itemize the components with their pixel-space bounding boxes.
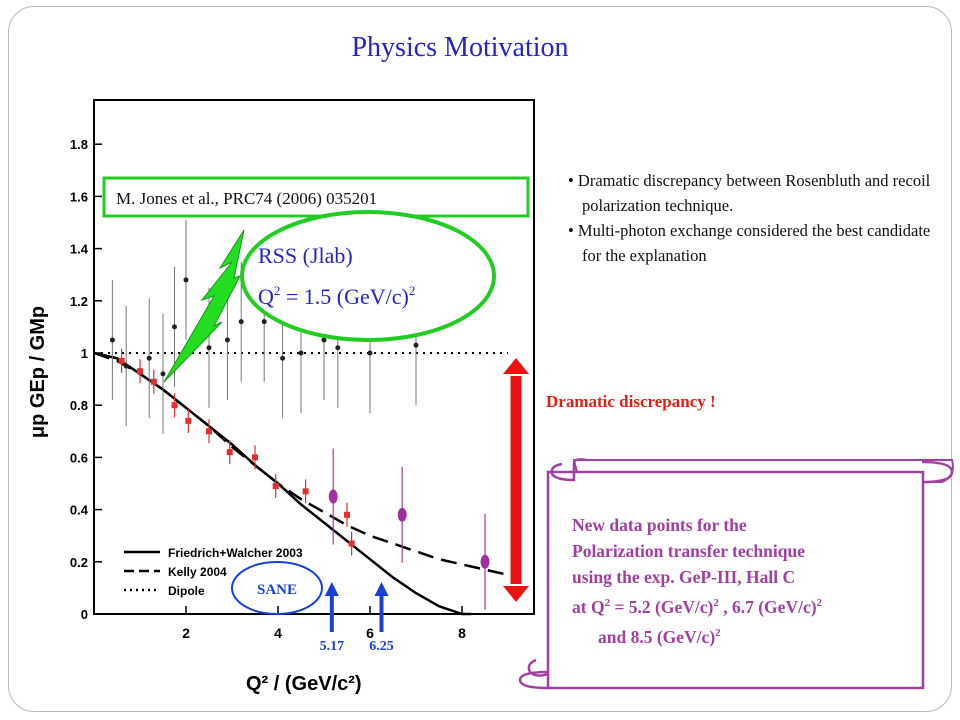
recoil-point	[344, 511, 350, 518]
x-ticks: 2 4 6 8	[182, 606, 466, 641]
recoil-point	[137, 368, 143, 375]
discrepancy-arrow	[503, 358, 529, 602]
y-tick-label: 0	[81, 607, 88, 622]
scroll-text: New data points for the Polarization tra…	[572, 512, 912, 650]
scroll-line: using the exp. GeP-III, Hall C	[572, 567, 796, 587]
sane-label: SANE	[257, 582, 297, 598]
lightning-bolt-icon	[163, 229, 245, 383]
recoil-point	[302, 488, 309, 495]
rosenbluth-point	[224, 337, 230, 343]
legend-fw: Friedrich+Walcher 2003	[168, 546, 303, 560]
projected-point	[328, 489, 338, 504]
y-tick-label: 1	[81, 346, 88, 361]
x-tick-label: 6	[366, 625, 374, 641]
recoil-point	[185, 417, 192, 424]
reference-text: M. Jones et al., PRC74 (2006) 035201	[116, 189, 377, 208]
slide-frame	[8, 6, 952, 712]
rosenbluth-point	[261, 319, 267, 325]
sane-value-label: 6.25	[369, 639, 394, 654]
x-tick-label: 8	[458, 625, 466, 641]
plot-frame	[93, 99, 535, 615]
chart-legend: Friedrich+Walcher 2003 Kelly 2004 Dipole	[124, 546, 303, 598]
y-tick-label: 1.2	[70, 294, 88, 309]
y-tick-label: 0.2	[70, 555, 88, 570]
rosenbluth-point	[172, 324, 177, 330]
y-tick-label: 0.4	[70, 503, 89, 518]
bullet-item: • Multi-photon exchange considered the b…	[568, 221, 931, 265]
recoil-point	[272, 483, 279, 490]
rosenbluth-point	[160, 371, 166, 377]
scroll-line: at Q2 = 5.2 (GeV/c)2 , 6.7 (GeV/c)2	[572, 596, 823, 617]
projected-point	[480, 554, 490, 569]
rosenbluth-point	[206, 345, 212, 351]
x-axis-label: Q² / (GeV/c²)	[246, 673, 362, 695]
rosenbluth-point	[280, 355, 286, 361]
sane-arrows: 5.17 6.25	[320, 582, 394, 654]
y-tick-label: 0.8	[70, 398, 88, 413]
y-tick-label: 1.4	[70, 242, 89, 257]
bullet-item: • Dramatic discrepancy between Rosenblut…	[568, 171, 931, 215]
sane-ellipse	[231, 561, 323, 615]
y-axis-label: μp GEp / GMp	[27, 306, 49, 438]
y-tick-label: 1.8	[70, 137, 88, 152]
rosenbluth-point	[335, 345, 341, 351]
rosenbluth-point	[123, 363, 129, 369]
legend-dipole: Dipole	[168, 584, 205, 598]
rss-line1: RSS (Jlab)	[258, 243, 353, 268]
y-ticks: 0 0.2 0.4 0.6 0.8 1 1.2 1.4 1.6 1.8	[70, 137, 102, 622]
rosenbluth-point	[321, 337, 327, 343]
scroll-panel	[518, 458, 954, 690]
recoil-point	[171, 402, 178, 409]
projected-point	[397, 507, 407, 522]
scroll-line: and 8.5 (GeV/c)2	[598, 626, 721, 647]
rosenbluth-point	[298, 350, 304, 356]
recoil-point	[206, 428, 212, 435]
scroll-line: Polarization transfer technique	[572, 541, 805, 561]
rosenbluth-point	[146, 355, 152, 361]
bullet-list: • Dramatic discrepancy between Rosenblut…	[568, 168, 938, 268]
recoil-point	[118, 357, 125, 364]
x-tick-label: 4	[274, 625, 282, 641]
scroll-line: New data points for the	[572, 515, 747, 535]
recoil-point	[348, 540, 355, 547]
y-tick-label: 0.6	[70, 450, 88, 465]
y-tick-label: 1.6	[70, 189, 88, 204]
slide-title: Physics Motivation	[351, 32, 569, 63]
recoil-point	[252, 454, 258, 461]
rss-line2: Q2 = 1.5 (GeV/c)2	[258, 283, 415, 309]
rosenbluth-point	[183, 277, 189, 283]
rosenbluth-point	[367, 350, 373, 356]
rosenbluth-point	[413, 342, 419, 348]
recoil-point	[226, 449, 233, 456]
discrepancy-label: Dramatic discrepancy !	[546, 392, 716, 411]
rosenbluth-point	[238, 319, 244, 325]
recoil-point	[150, 378, 157, 385]
x-tick-label: 2	[182, 625, 190, 641]
rosenbluth-point	[109, 337, 115, 343]
legend-kelly: Kelly 2004	[168, 565, 227, 579]
sane-arrowhead	[324, 582, 339, 596]
sane-arrowhead	[374, 582, 389, 596]
sane-value-label: 5.17	[320, 639, 345, 654]
rss-bubble	[240, 210, 496, 342]
